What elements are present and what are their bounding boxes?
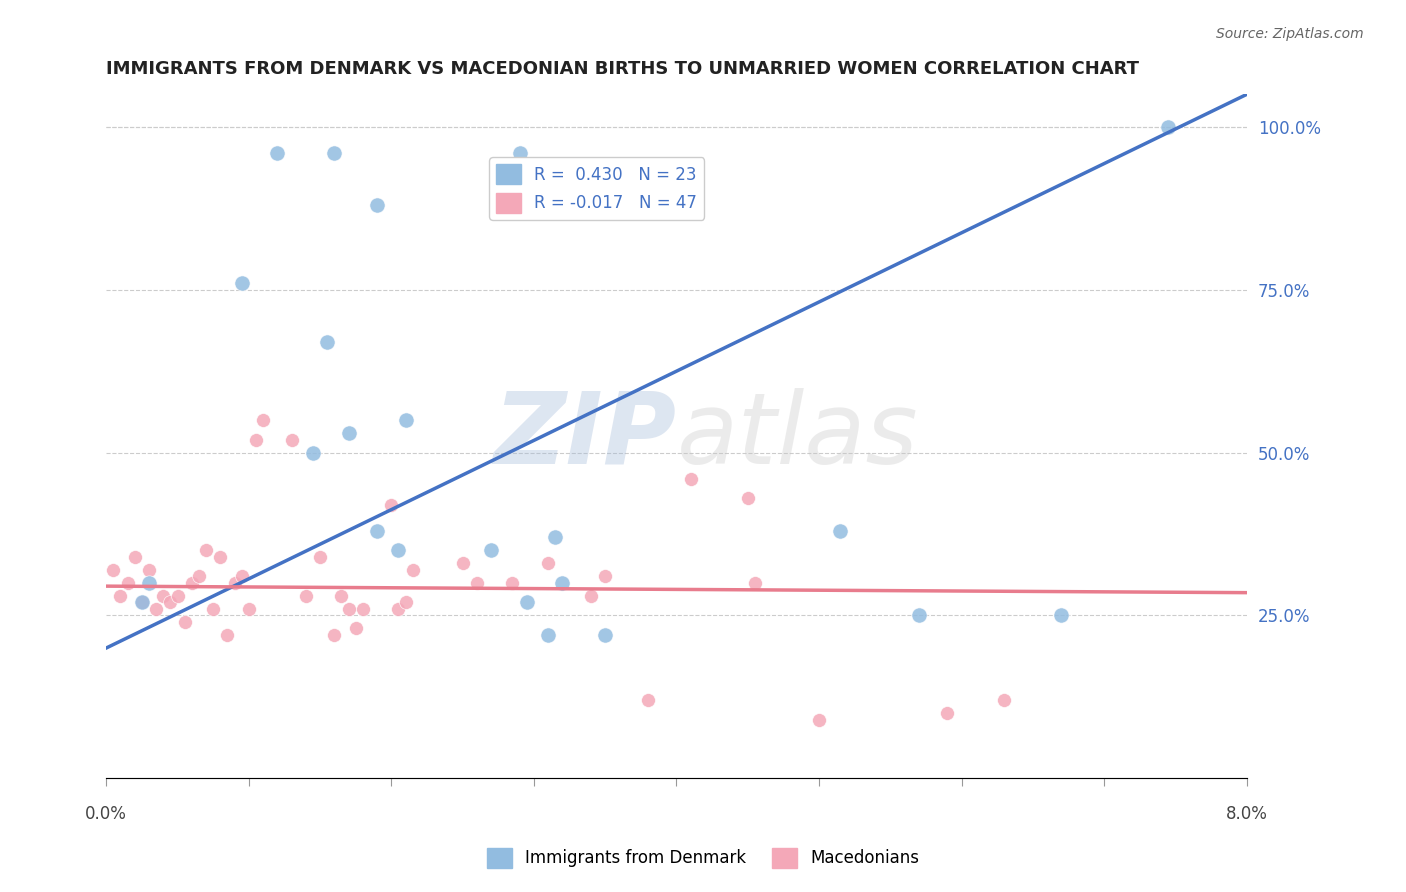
Point [316,334,339,349]
Point [337,426,360,441]
Point [387,602,409,616]
Point [516,595,538,609]
Point [551,575,574,590]
Point [124,549,146,564]
Point [110,589,132,603]
Point [202,602,225,616]
Point [180,575,202,590]
Point [337,602,360,616]
Point [479,543,502,558]
Point [807,713,830,727]
Point [138,563,160,577]
Point [394,595,416,609]
Point [679,472,702,486]
Point [993,693,1015,707]
Point [173,615,195,629]
Point [451,557,474,571]
Point [138,575,160,590]
Text: 0.0%: 0.0% [86,805,127,823]
Point [907,608,929,623]
Point [209,549,232,564]
Point [309,549,332,564]
Point [131,595,153,609]
Point [131,595,153,609]
Point [195,543,218,558]
Point [323,146,346,161]
Point [145,602,167,616]
Point [593,628,616,642]
Point [387,543,409,558]
Point [366,524,388,538]
Point [579,589,602,603]
Point [231,569,253,583]
Point [217,628,239,642]
Point [231,277,253,291]
Point [294,589,316,603]
Point [1157,120,1180,134]
Text: IMMIGRANTS FROM DENMARK VS MACEDONIAN BIRTHS TO UNMARRIED WOMEN CORRELATION CHAR: IMMIGRANTS FROM DENMARK VS MACEDONIAN BI… [107,60,1139,78]
Text: 8.0%: 8.0% [1226,805,1268,823]
Point [744,575,766,590]
Point [159,595,181,609]
Text: ZIP: ZIP [494,388,676,485]
Point [152,589,174,603]
Text: Source: ZipAtlas.com: Source: ZipAtlas.com [1216,27,1364,41]
Point [537,557,560,571]
Point [344,622,367,636]
Point [830,524,852,538]
Point [238,602,260,616]
Point [637,693,659,707]
Legend: Immigrants from Denmark, Macedonians: Immigrants from Denmark, Macedonians [481,841,925,875]
Point [394,413,416,427]
Point [280,433,302,447]
Point [187,569,209,583]
Point [544,530,567,544]
Point [593,569,616,583]
Point [352,602,374,616]
Point [936,706,959,720]
Point [245,433,267,447]
Point [465,575,488,590]
Point [323,628,346,642]
Point [266,146,288,161]
Point [1050,608,1073,623]
Point [366,198,388,212]
Legend: R =  0.430   N = 23, R = -0.017   N = 47: R = 0.430 N = 23, R = -0.017 N = 47 [489,158,704,219]
Point [103,563,125,577]
Point [502,575,524,590]
Point [252,413,274,427]
Point [537,628,560,642]
Point [166,589,188,603]
Point [509,146,531,161]
Point [402,563,425,577]
Point [302,445,325,459]
Point [224,575,246,590]
Point [330,589,353,603]
Point [117,575,139,590]
Text: atlas: atlas [676,388,918,485]
Point [380,498,402,512]
Point [737,491,759,506]
